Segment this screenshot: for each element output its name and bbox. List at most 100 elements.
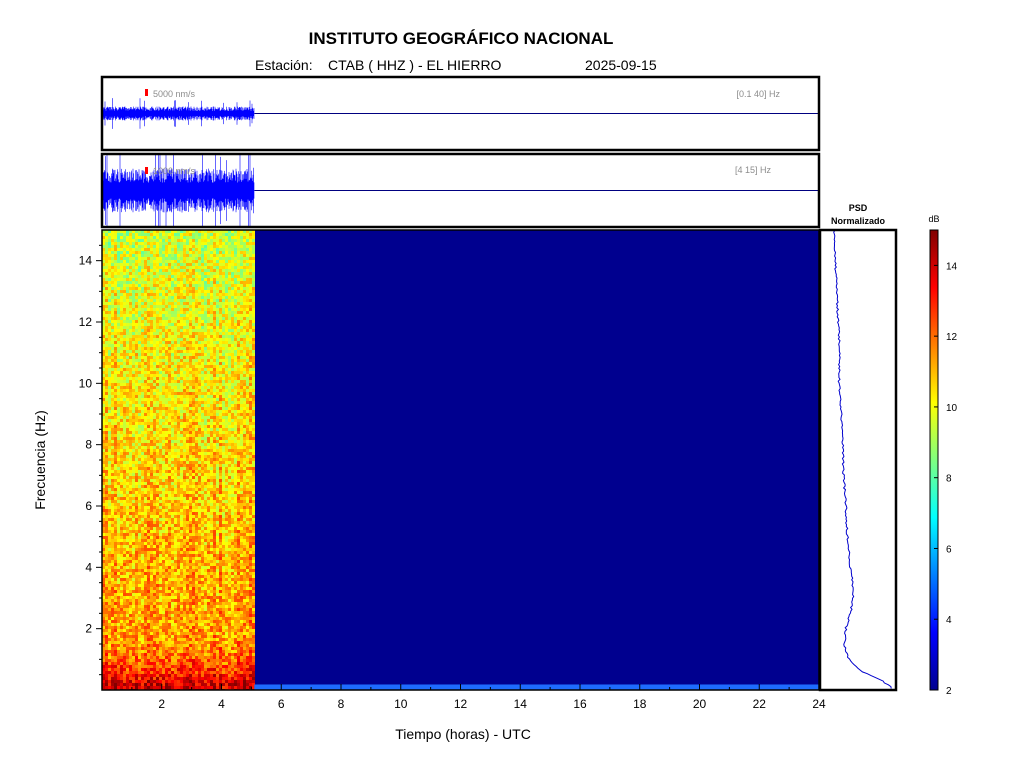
spectrogram-cell (150, 653, 153, 656)
spectrogram-cell (189, 281, 192, 284)
spectrogram-cell (165, 404, 168, 407)
spectrogram-cell (183, 608, 186, 611)
spectrogram-cell (114, 461, 117, 464)
spectrogram-cell (111, 479, 114, 482)
spectrogram-cell (189, 290, 192, 293)
spectrogram-cell (195, 674, 198, 677)
spectrogram-cell (150, 398, 153, 401)
spectrogram-cell (147, 287, 150, 290)
spectrogram-cell (111, 518, 114, 521)
spectrogram-cell (126, 371, 129, 374)
spectrogram-cell (111, 302, 114, 305)
spectrogram-cell (165, 593, 168, 596)
spectrogram-cell (192, 266, 195, 269)
spectrogram-cell (147, 611, 150, 614)
spectrogram-cell (195, 647, 198, 650)
spectrogram-cell (132, 635, 135, 638)
spectrogram-cell (126, 419, 129, 422)
spectrogram-cell (114, 539, 117, 542)
spectrogram-cell (153, 368, 156, 371)
spectrogram-cell (195, 260, 198, 263)
spectrogram-cell (177, 461, 180, 464)
spectrogram-cell (165, 254, 168, 257)
spectrogram-cell (165, 635, 168, 638)
spectrogram-cell (111, 386, 114, 389)
spectrogram-cell (180, 317, 183, 320)
spectrogram-cell (120, 332, 123, 335)
spectrogram-cell (165, 530, 168, 533)
spectrogram-cell (156, 233, 159, 236)
spectrogram-cell (111, 287, 114, 290)
spectrogram-cell (156, 635, 159, 638)
spectrogram-cell (186, 284, 189, 287)
spectrogram-cell (123, 515, 126, 518)
spectrogram-cell (183, 497, 186, 500)
spectrogram-cell (183, 413, 186, 416)
spectrogram-cell (132, 293, 135, 296)
spectrogram-cell (126, 467, 129, 470)
spectrogram-cell (126, 344, 129, 347)
spectrogram-cell (147, 350, 150, 353)
spectrogram-cell (183, 557, 186, 560)
spectrogram-cell (135, 299, 138, 302)
spectrogram-cell (117, 395, 120, 398)
spectrogram-cell (135, 395, 138, 398)
spectrogram-cell (105, 431, 108, 434)
spectrogram-cell (105, 512, 108, 515)
spectrogram-cell (186, 449, 189, 452)
spectrogram-cell (180, 371, 183, 374)
spectrogram-cell (147, 383, 150, 386)
spectrogram-cell (132, 416, 135, 419)
spectrogram-cell (183, 374, 186, 377)
spectrogram-cell (177, 362, 180, 365)
spectrogram-cell (156, 419, 159, 422)
spectrogram-cell (171, 260, 174, 263)
spectrogram-cell (123, 236, 126, 239)
spectrogram-cell (141, 521, 144, 524)
spectrogram-cell (132, 653, 135, 656)
spectrogram-cell (183, 479, 186, 482)
spectrogram-cell (189, 230, 192, 233)
spectrogram-cell (159, 485, 162, 488)
spectrogram-cell (141, 389, 144, 392)
spectrogram-cell (189, 506, 192, 509)
spectrogram-cell (117, 266, 120, 269)
spectrogram-cell (174, 329, 177, 332)
spectrogram-cell (153, 401, 156, 404)
spectrogram-cell (102, 341, 105, 344)
spectrogram-cell (186, 347, 189, 350)
spectrogram-cell (114, 452, 117, 455)
spectrogram-cell (174, 365, 177, 368)
spectrogram-cell (147, 473, 150, 476)
spectrogram-cell (180, 380, 183, 383)
spectrogram-cell (111, 425, 114, 428)
spectrogram-cell (129, 380, 132, 383)
spectrogram-cell (138, 515, 141, 518)
spectrogram-cell (108, 653, 111, 656)
spectrogram-cell (198, 284, 201, 287)
spectrogram-cell (162, 404, 165, 407)
spectrogram-cell (180, 461, 183, 464)
spectrogram-cell (105, 278, 108, 281)
spectrogram-cell (102, 449, 105, 452)
spectrogram-cell (177, 314, 180, 317)
spectrogram-cell (117, 338, 120, 341)
spectrogram-cell (177, 575, 180, 578)
spectrogram-cell (120, 446, 123, 449)
spectrogram-cell (114, 341, 117, 344)
spectrogram-cell (111, 230, 114, 233)
spectrogram-cell (165, 632, 168, 635)
spectrogram-cell (132, 335, 135, 338)
spectrogram-cell (129, 497, 132, 500)
spectrogram-cell (150, 629, 153, 632)
spectrogram-cell (120, 494, 123, 497)
spectrogram-cell (147, 608, 150, 611)
spectrogram-cell (186, 305, 189, 308)
spectrogram-cell (192, 233, 195, 236)
spectrogram-cell (162, 278, 165, 281)
spectrogram-cell (126, 500, 129, 503)
spectrogram-cell (114, 257, 117, 260)
spectrogram-cell (177, 245, 180, 248)
spectrogram-cell (165, 359, 168, 362)
spectrogram-cell (174, 407, 177, 410)
